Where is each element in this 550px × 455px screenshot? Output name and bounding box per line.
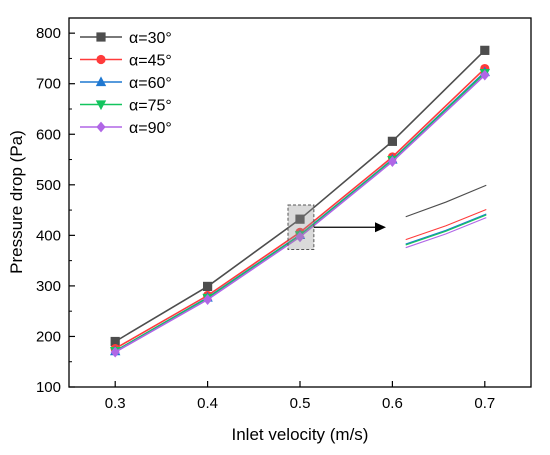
zoom-annotation <box>287 184 487 251</box>
x-tick-label: 0.3 <box>105 395 126 412</box>
legend-label: α=30° <box>129 30 172 47</box>
diamond-marker <box>387 156 397 167</box>
square-marker <box>203 281 213 292</box>
square-marker <box>387 136 397 146</box>
legend-item: α=90° <box>80 120 172 137</box>
triangle-up-marker <box>95 76 107 87</box>
y-tick-label: 600 <box>36 126 61 143</box>
diamond-marker <box>110 346 120 358</box>
series-group <box>110 45 490 347</box>
series-layer <box>110 45 490 358</box>
legend-label: α=45° <box>129 53 172 70</box>
y-tick-label: 800 <box>36 25 61 42</box>
legend-item: α=75° <box>80 98 172 115</box>
y-tick-label: 500 <box>36 177 61 194</box>
square-marker <box>110 336 120 347</box>
diamond-marker <box>295 231 305 243</box>
legend-item: α=60° <box>80 75 172 92</box>
triangle-down-marker <box>95 100 107 111</box>
inset-series-line <box>405 217 487 249</box>
zoom-box <box>287 204 315 251</box>
x-axis-title: Inlet velocity (m/s) <box>232 425 369 444</box>
y-tick-label: 700 <box>36 76 61 93</box>
legend-item: α=45° <box>80 53 172 70</box>
legend-item: α=30° <box>80 30 172 47</box>
diamond-marker <box>203 294 213 305</box>
diamond-marker <box>480 69 490 81</box>
inset-series-line <box>405 213 487 245</box>
axis-ticks: 0.3 0.4 0.5 0.6 0.7 100 200 300 400 500 600 700 800 <box>36 25 495 412</box>
diamond-marker <box>96 121 106 133</box>
inset-series-line <box>405 208 487 241</box>
circle-marker <box>96 54 106 65</box>
x-tick-label: 0.5 <box>290 395 311 412</box>
series-line <box>114 49 486 343</box>
legend-label: α=75° <box>129 98 172 115</box>
square-marker <box>480 45 490 55</box>
y-tick-label: 200 <box>36 328 61 345</box>
series-group <box>110 69 490 358</box>
legend-label: α=90° <box>129 120 172 137</box>
inset-series-line <box>405 214 487 246</box>
inset-series-line <box>405 184 487 218</box>
square-marker <box>96 32 106 42</box>
legend: α=30° α=45° α=60° α=75° α=90° <box>80 30 172 137</box>
y-tick-label: 300 <box>36 278 61 295</box>
x-tick-label: 0.7 <box>474 395 495 412</box>
zoom-arrow-head <box>375 222 386 233</box>
y-tick-label: 100 <box>36 379 61 396</box>
y-tick-label: 400 <box>36 227 61 244</box>
x-tick-label: 0.6 <box>382 395 403 412</box>
x-tick-label: 0.4 <box>197 395 218 412</box>
legend-label: α=60° <box>129 75 172 92</box>
square-marker <box>295 214 305 224</box>
y-axis-title: Pressure drop (Pa) <box>7 130 26 274</box>
